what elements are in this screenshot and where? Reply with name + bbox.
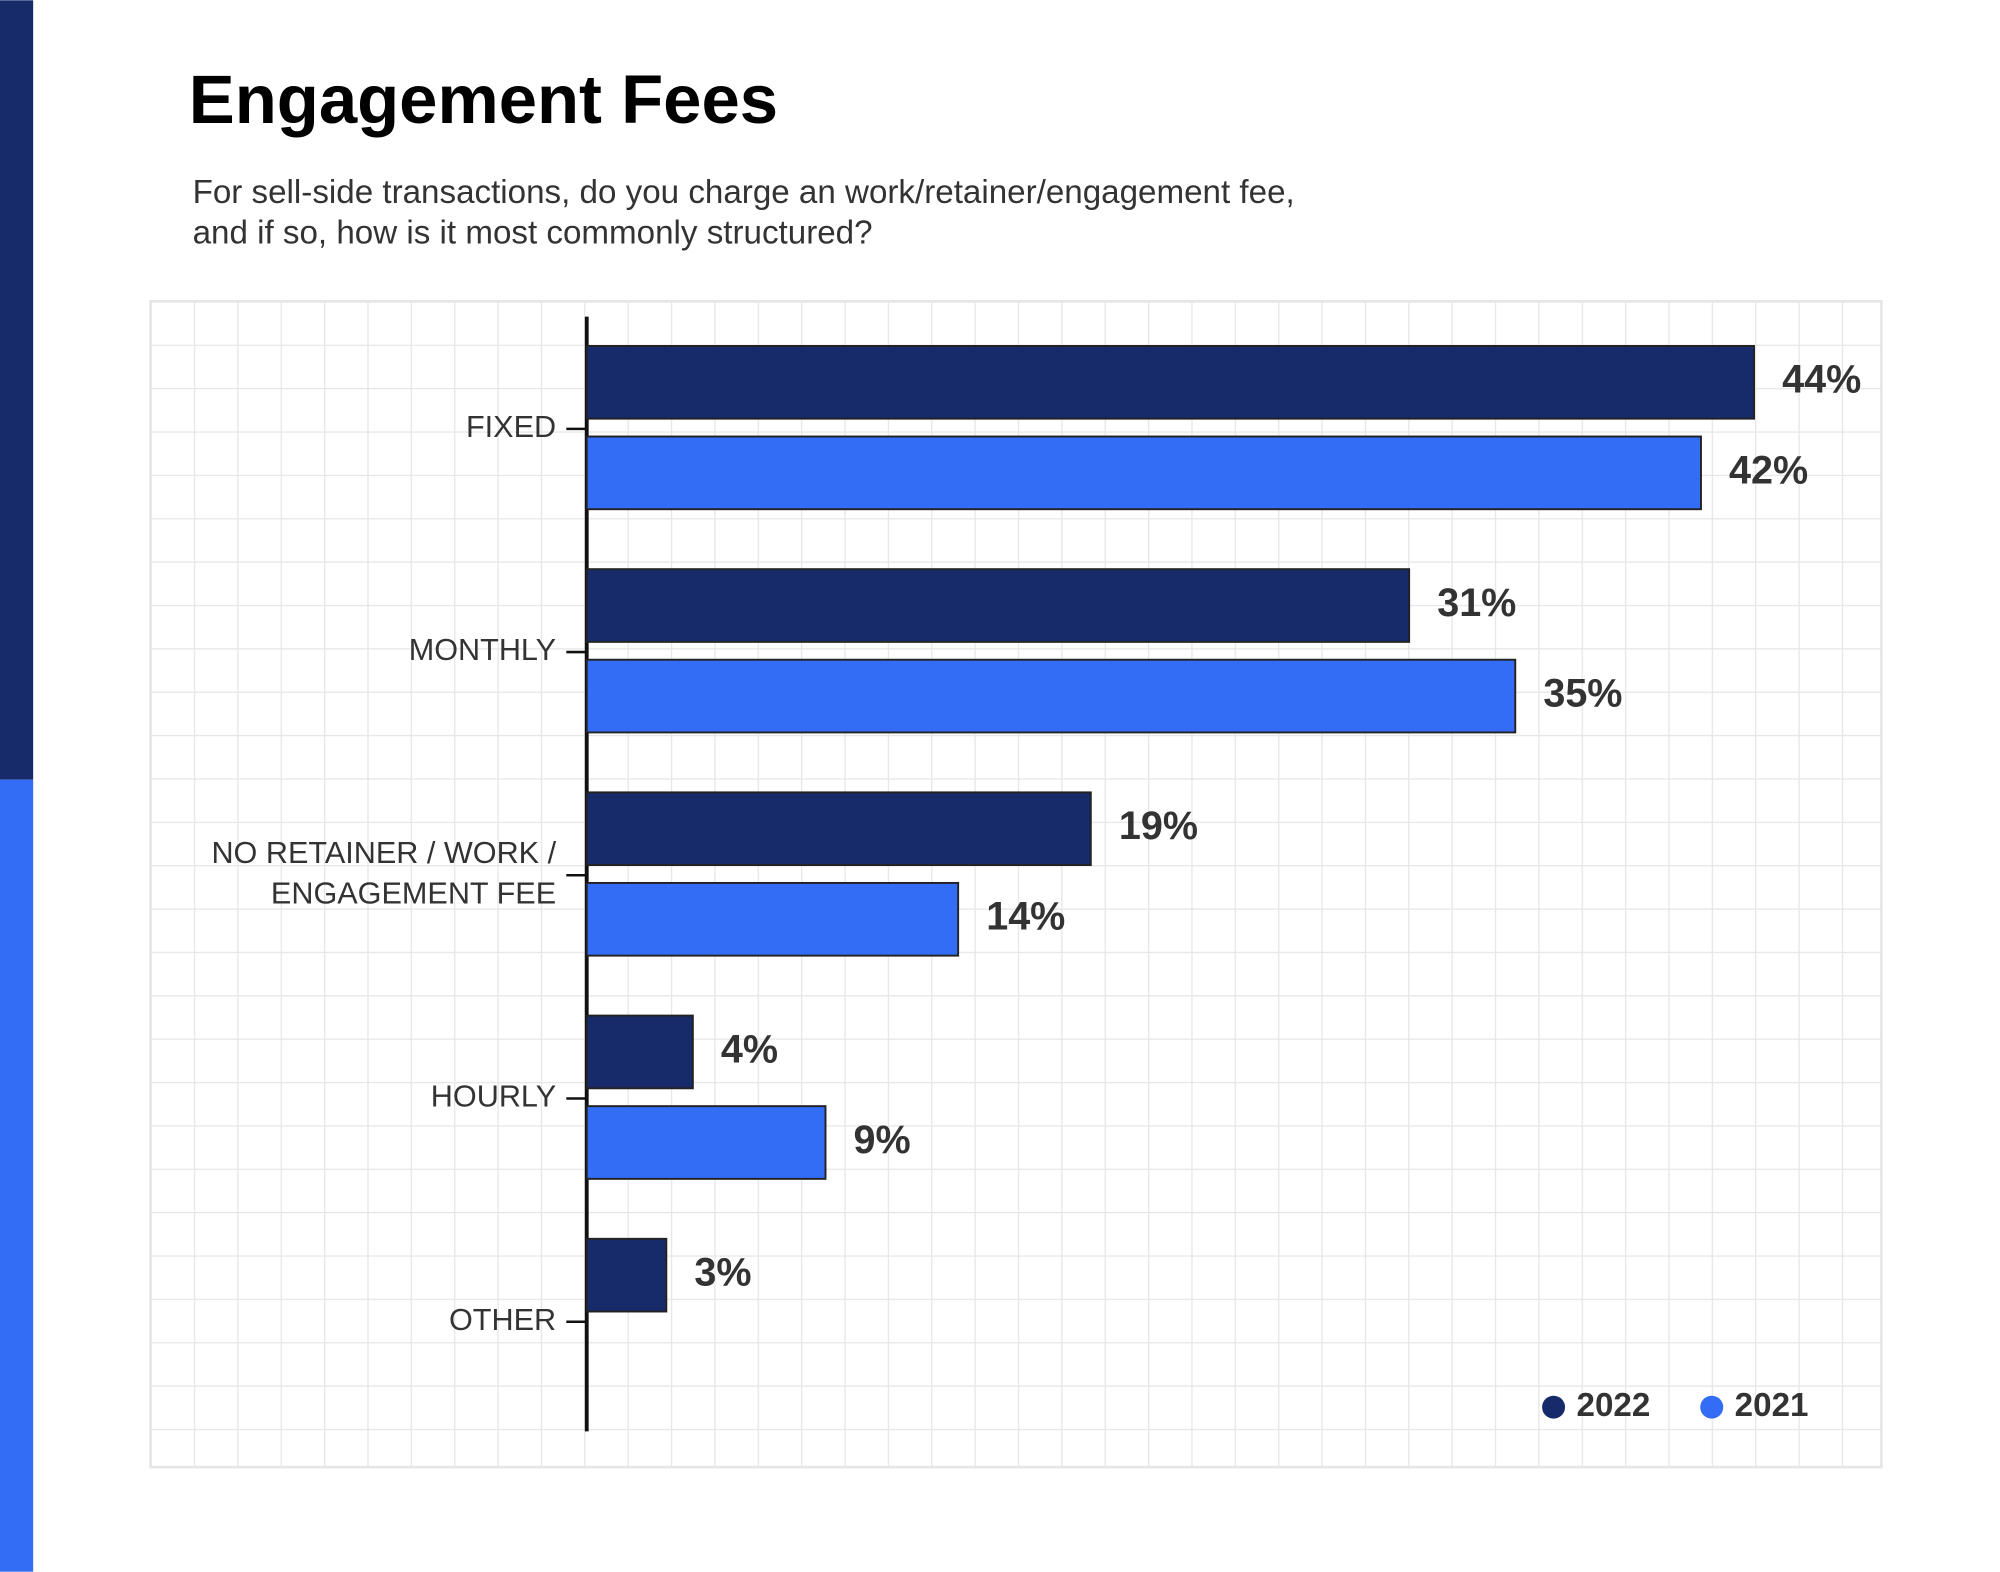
subtitle: and if so, how is it most commonly struc… (193, 215, 873, 252)
data-label: 3% (694, 1251, 751, 1295)
data-label: 14% (986, 895, 1065, 939)
data-label: 31% (1437, 581, 1516, 625)
legend-marker (1542, 1395, 1566, 1419)
data-label: 19% (1119, 804, 1198, 848)
bar (585, 1105, 827, 1180)
y-tick-label: OTHER (449, 1303, 556, 1337)
bar (585, 1014, 694, 1090)
bar (585, 658, 1517, 734)
data-label: 9% (854, 1118, 911, 1162)
data-label: 4% (721, 1027, 778, 1071)
bar (585, 568, 1411, 643)
bar (585, 881, 960, 957)
legend-label: 2021 (1735, 1387, 1809, 1424)
bar (585, 1237, 668, 1313)
side-stripe (0, 0, 34, 780)
subtitle: For sell-side transactions, do you charg… (193, 174, 1295, 211)
data-label: 35% (1543, 672, 1622, 716)
bar (585, 435, 1702, 511)
y-tick-label: NO RETAINER / WORK / ENGAGEMENT FEE (211, 836, 556, 911)
bar (585, 344, 1755, 420)
legend-marker (1700, 1395, 1724, 1419)
y-tick-label: HOURLY (431, 1080, 556, 1114)
data-label: 42% (1729, 448, 1808, 492)
side-stripe (0, 779, 34, 1572)
data-label: 44% (1782, 358, 1861, 402)
chart-title: Engagement Fees (189, 61, 778, 138)
legend-label: 2022 (1577, 1387, 1651, 1424)
y-tick-label: FIXED (466, 410, 556, 444)
y-tick-label: MONTHLY (409, 633, 556, 667)
bar (585, 791, 1092, 867)
